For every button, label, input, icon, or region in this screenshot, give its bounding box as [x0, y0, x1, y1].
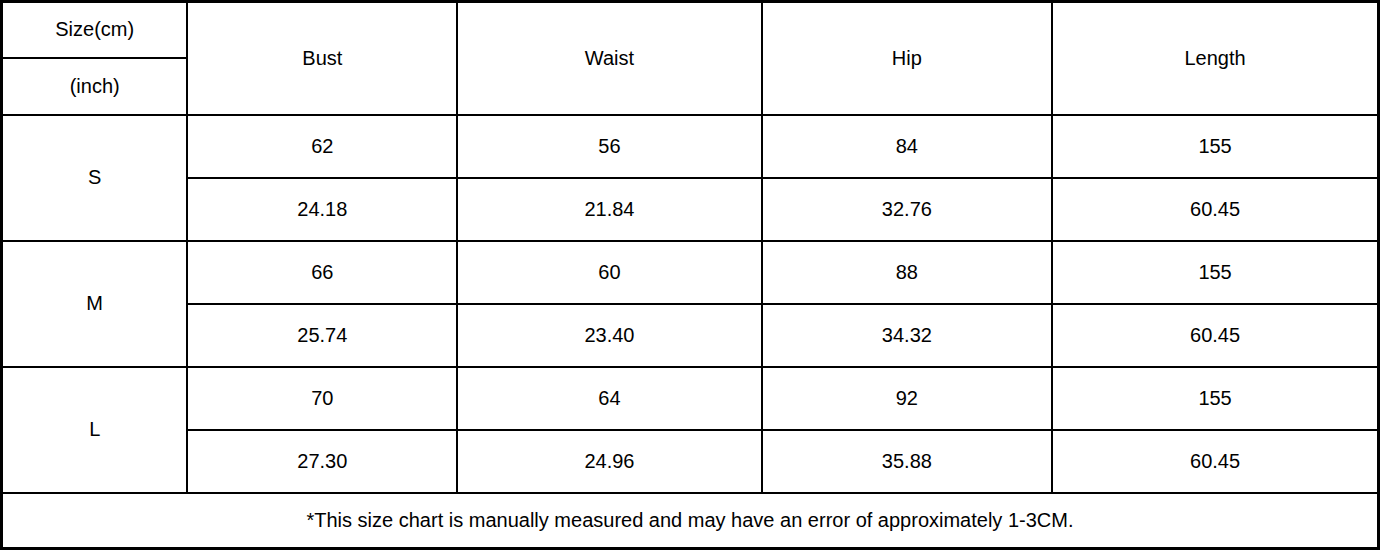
- cell-m-waist-cm: 60: [457, 241, 761, 304]
- table-row: S 62 56 84 155: [2, 115, 1379, 178]
- cell-m-hip-inch: 34.32: [762, 304, 1053, 367]
- cell-s-bust-inch: 24.18: [187, 178, 457, 241]
- header-cell-size-cm: Size(cm): [2, 2, 188, 58]
- cell-l-hip-inch: 35.88: [762, 430, 1053, 493]
- cell-s-bust-cm: 62: [187, 115, 457, 178]
- cell-m-length-inch: 60.45: [1052, 304, 1378, 367]
- cell-s-hip-inch: 32.76: [762, 178, 1053, 241]
- size-chart: Size(cm) Bust Waist Hip Length (inch) S …: [0, 0, 1380, 550]
- table-row: *This size chart is manually measured an…: [2, 493, 1379, 549]
- cell-m-bust-cm: 66: [187, 241, 457, 304]
- row-label-m: M: [2, 241, 188, 367]
- cell-l-bust-cm: 70: [187, 367, 457, 430]
- row-label-l: L: [2, 367, 188, 493]
- cell-m-hip-cm: 88: [762, 241, 1053, 304]
- cell-l-waist-cm: 64: [457, 367, 761, 430]
- cell-m-waist-inch: 23.40: [457, 304, 761, 367]
- cell-l-bust-inch: 27.30: [187, 430, 457, 493]
- cell-l-length-cm: 155: [1052, 367, 1378, 430]
- cell-s-length-cm: 155: [1052, 115, 1378, 178]
- row-label-s: S: [2, 115, 188, 241]
- table-row: L 70 64 92 155: [2, 367, 1379, 430]
- size-chart-table: Size(cm) Bust Waist Hip Length (inch) S …: [0, 0, 1380, 550]
- cell-l-hip-cm: 92: [762, 367, 1053, 430]
- cell-s-waist-inch: 21.84: [457, 178, 761, 241]
- cell-s-length-inch: 60.45: [1052, 178, 1378, 241]
- header-cell-size-inch: (inch): [2, 58, 188, 115]
- table-row: 27.30 24.96 35.88 60.45: [2, 430, 1379, 493]
- header-cell-bust: Bust: [187, 2, 457, 115]
- cell-m-bust-inch: 25.74: [187, 304, 457, 367]
- footnote-text: *This size chart is manually measured an…: [2, 493, 1379, 549]
- cell-s-waist-cm: 56: [457, 115, 761, 178]
- header-cell-waist: Waist: [457, 2, 761, 115]
- cell-l-waist-inch: 24.96: [457, 430, 761, 493]
- cell-s-hip-cm: 84: [762, 115, 1053, 178]
- cell-m-length-cm: 155: [1052, 241, 1378, 304]
- table-row: 25.74 23.40 34.32 60.45: [2, 304, 1379, 367]
- header-cell-length: Length: [1052, 2, 1378, 115]
- table-row: 24.18 21.84 32.76 60.45: [2, 178, 1379, 241]
- header-cell-hip: Hip: [762, 2, 1053, 115]
- table-row: M 66 60 88 155: [2, 241, 1379, 304]
- cell-l-length-inch: 60.45: [1052, 430, 1378, 493]
